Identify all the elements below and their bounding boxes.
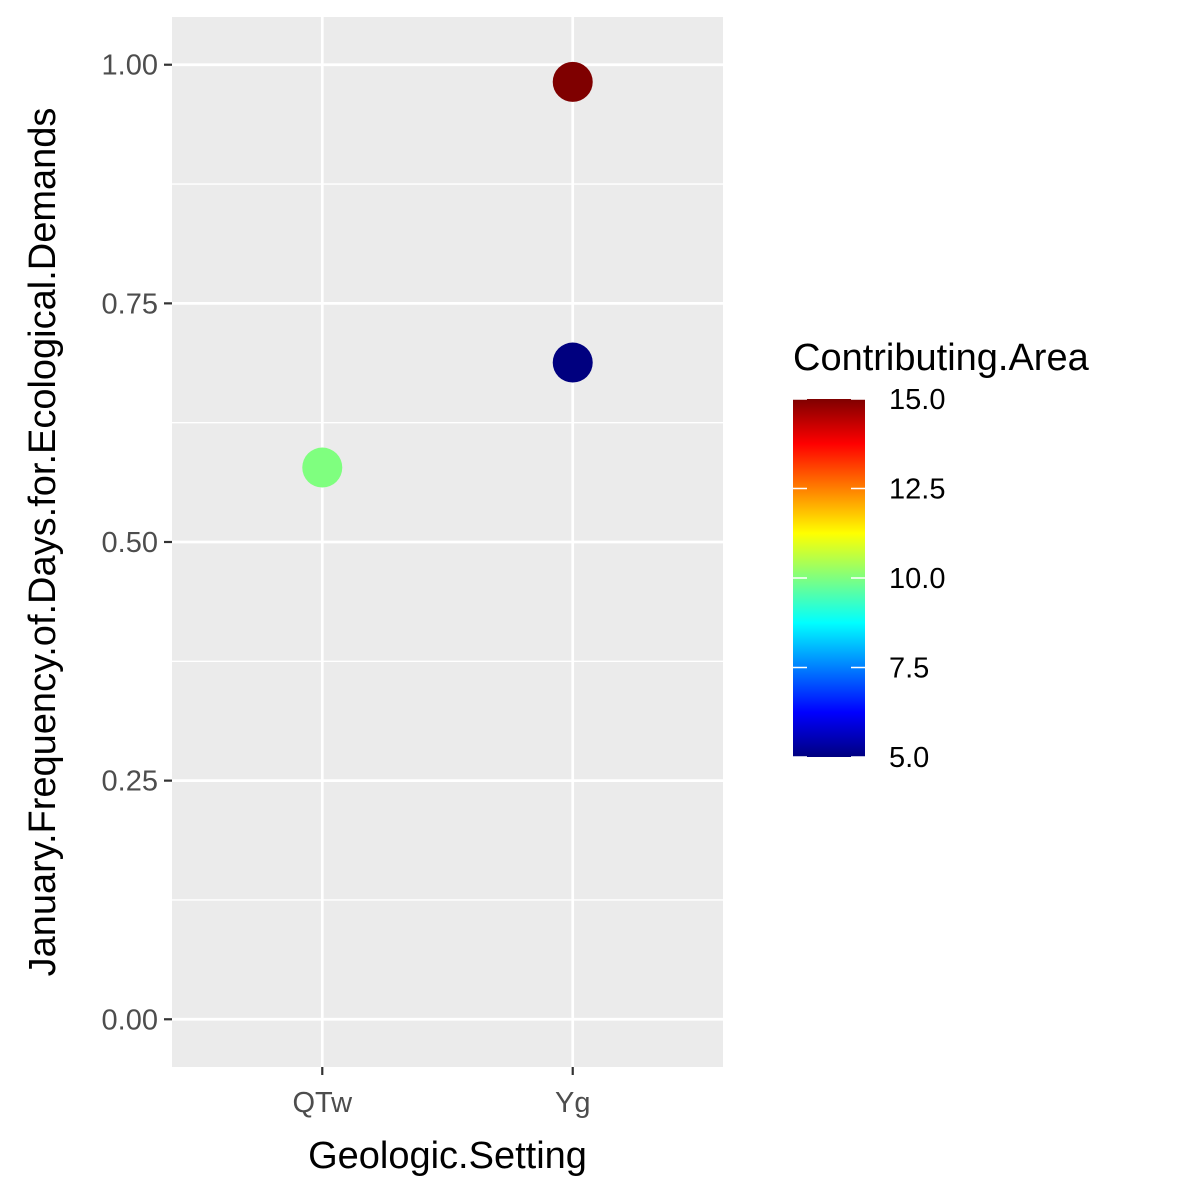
minor-gridlines: [172, 183, 723, 901]
x-tick-label: QTw: [292, 1087, 353, 1119]
major-gridlines: [172, 17, 723, 1067]
legend-tick-label: 12.5: [889, 474, 945, 506]
y-tick-label: 0.75: [102, 288, 158, 320]
legend-ticks: 5.0 7.5 10.0 12.5 15.0: [793, 384, 945, 774]
x-axis: QTw Yg: [292, 1067, 590, 1119]
y-tick-label: 0.25: [102, 766, 158, 798]
y-axis-title: January.Frequency.of.Days.for.Ecological…: [22, 108, 64, 977]
data-point: [552, 61, 593, 102]
legend-title: Contributing.Area: [793, 337, 1090, 379]
y-tick-label: 0.50: [102, 527, 158, 559]
legend-tick-label: 15.0: [889, 384, 945, 416]
legend-tick-label: 7.5: [889, 653, 929, 685]
x-axis-title: Geologic.Setting: [308, 1135, 587, 1177]
legend-tick-label: 5.0: [889, 742, 929, 774]
data-points: [302, 61, 593, 488]
legend-tick-label: 10.0: [889, 563, 945, 595]
x-tick-label: Yg: [555, 1087, 590, 1119]
y-tick-label: 0.00: [102, 1004, 158, 1036]
y-axis: 0.00 0.25 0.50 0.75 1.00: [102, 50, 172, 1036]
color-legend: Contributing.Area 5.0 7.5 10.0 12.5 15.0: [793, 337, 1090, 774]
data-point: [552, 342, 593, 383]
data-point: [302, 447, 343, 488]
y-tick-label: 1.00: [102, 50, 158, 82]
